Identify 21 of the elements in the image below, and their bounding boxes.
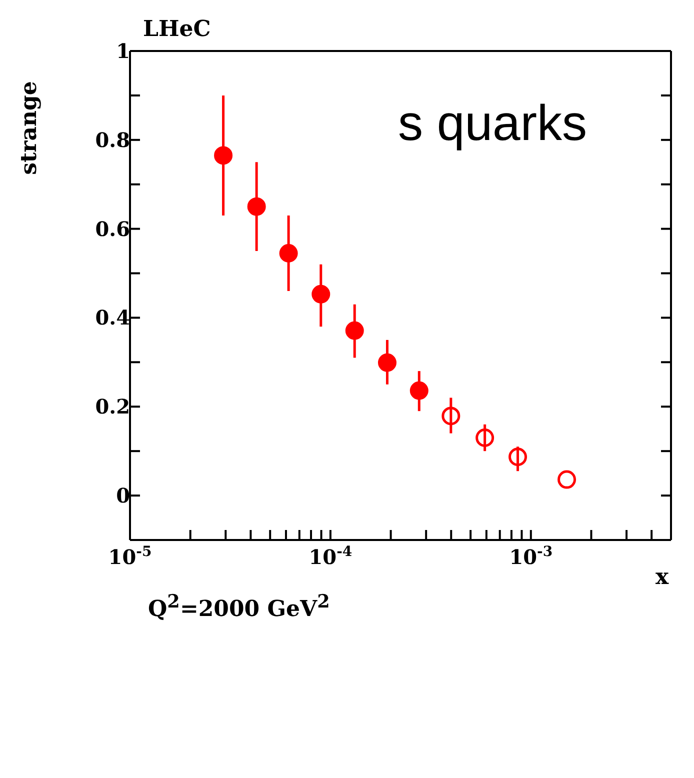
annotation: s quarks xyxy=(398,95,587,151)
text: LHeC xyxy=(143,16,211,42)
y-tick-label: 0.4 xyxy=(95,306,130,330)
y-tick-label: 0.2 xyxy=(95,394,130,419)
x-axis-title: x xyxy=(655,564,670,590)
text: Q$^{2}$=2000 GeV$^{2}$ xyxy=(148,592,330,622)
y-tick-label: 0.8 xyxy=(95,128,130,152)
y-tick-label: 1 xyxy=(116,39,130,63)
x-tick-label: 10$^{-4}$ xyxy=(308,544,352,569)
point xyxy=(410,381,428,400)
y-tick-label: 0.6 xyxy=(95,216,130,241)
point xyxy=(312,284,330,304)
point xyxy=(247,197,266,216)
y-tick-label: 0 xyxy=(116,484,130,508)
point xyxy=(345,321,364,340)
y-axis-title: strange xyxy=(16,81,42,175)
x-tick-label: 10$^{-5}$ xyxy=(108,544,152,569)
x-tick-label: 10$^{-3}$ xyxy=(509,544,553,569)
point xyxy=(279,244,298,263)
point xyxy=(214,146,233,165)
point xyxy=(378,353,396,372)
